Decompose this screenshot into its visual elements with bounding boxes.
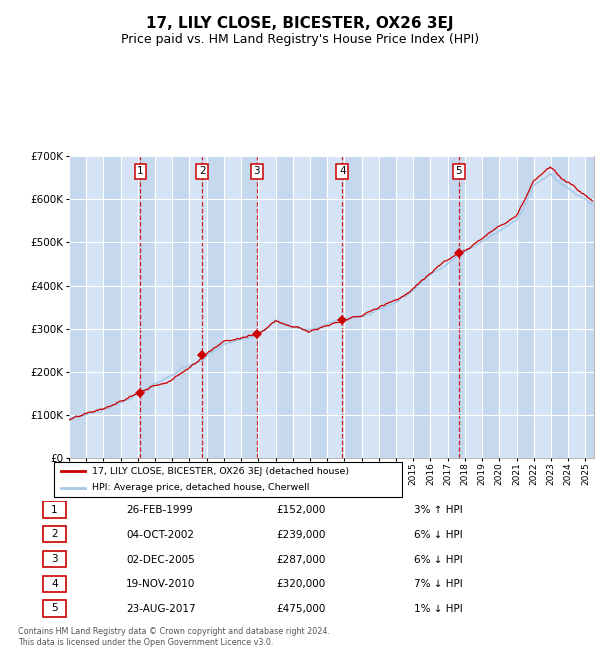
Text: 19-NOV-2010: 19-NOV-2010 (126, 579, 196, 590)
Text: 6% ↓ HPI: 6% ↓ HPI (414, 530, 463, 540)
Text: £475,000: £475,000 (276, 604, 325, 614)
Bar (103, 156, 121, 458)
Bar (190, 156, 207, 458)
Bar (344, 156, 362, 458)
Text: Price paid vs. HM Land Registry's House Price Index (HPI): Price paid vs. HM Land Registry's House … (121, 32, 479, 46)
Text: 4: 4 (339, 166, 346, 176)
Bar (121, 156, 138, 458)
Bar (568, 156, 586, 458)
Bar (448, 156, 465, 458)
Text: 4: 4 (51, 578, 58, 589)
Bar (327, 156, 344, 458)
Text: 04-OCT-2002: 04-OCT-2002 (126, 530, 194, 540)
Bar (275, 156, 293, 458)
Text: 6% ↓ HPI: 6% ↓ HPI (414, 554, 463, 565)
FancyBboxPatch shape (43, 575, 66, 592)
FancyBboxPatch shape (43, 600, 66, 617)
Text: 1% ↓ HPI: 1% ↓ HPI (414, 604, 463, 614)
Bar (172, 156, 190, 458)
Bar (482, 156, 499, 458)
Bar (362, 156, 379, 458)
Text: 2: 2 (199, 166, 206, 176)
Text: 1: 1 (137, 166, 144, 176)
Bar (293, 156, 310, 458)
Text: 7% ↓ HPI: 7% ↓ HPI (414, 579, 463, 590)
FancyBboxPatch shape (43, 501, 66, 518)
Bar (517, 156, 534, 458)
FancyBboxPatch shape (43, 526, 66, 543)
Bar (69, 156, 86, 458)
Text: £320,000: £320,000 (276, 579, 325, 590)
Text: 5: 5 (455, 166, 462, 176)
Text: 2: 2 (51, 529, 58, 539)
Text: 5: 5 (51, 603, 58, 614)
Text: £239,000: £239,000 (276, 530, 325, 540)
Bar (207, 156, 224, 458)
Text: Contains HM Land Registry data © Crown copyright and database right 2024.
This d: Contains HM Land Registry data © Crown c… (18, 627, 330, 647)
Text: £152,000: £152,000 (276, 505, 325, 515)
Text: 02-DEC-2005: 02-DEC-2005 (126, 554, 195, 565)
FancyBboxPatch shape (54, 462, 402, 497)
Bar (430, 156, 448, 458)
Text: 17, LILY CLOSE, BICESTER, OX26 3EJ (detached house): 17, LILY CLOSE, BICESTER, OX26 3EJ (deta… (92, 467, 349, 476)
Bar (86, 156, 103, 458)
Text: HPI: Average price, detached house, Cherwell: HPI: Average price, detached house, Cher… (92, 483, 310, 492)
Bar (138, 156, 155, 458)
Text: 23-AUG-2017: 23-AUG-2017 (126, 604, 196, 614)
FancyBboxPatch shape (43, 551, 66, 567)
Text: 3% ↑ HPI: 3% ↑ HPI (414, 505, 463, 515)
Bar (310, 156, 327, 458)
Bar (534, 156, 551, 458)
Bar (224, 156, 241, 458)
Text: 3: 3 (51, 554, 58, 564)
Text: 3: 3 (254, 166, 260, 176)
Text: 17, LILY CLOSE, BICESTER, OX26 3EJ: 17, LILY CLOSE, BICESTER, OX26 3EJ (146, 16, 454, 31)
Bar (379, 156, 396, 458)
Text: £287,000: £287,000 (276, 554, 325, 565)
Bar (259, 156, 275, 458)
Bar (155, 156, 172, 458)
Text: 26-FEB-1999: 26-FEB-1999 (126, 505, 193, 515)
Bar (413, 156, 430, 458)
Bar (586, 156, 600, 458)
Bar (465, 156, 482, 458)
Bar (551, 156, 568, 458)
Bar (499, 156, 517, 458)
Text: 1: 1 (51, 504, 58, 515)
Bar (396, 156, 413, 458)
Bar (241, 156, 259, 458)
